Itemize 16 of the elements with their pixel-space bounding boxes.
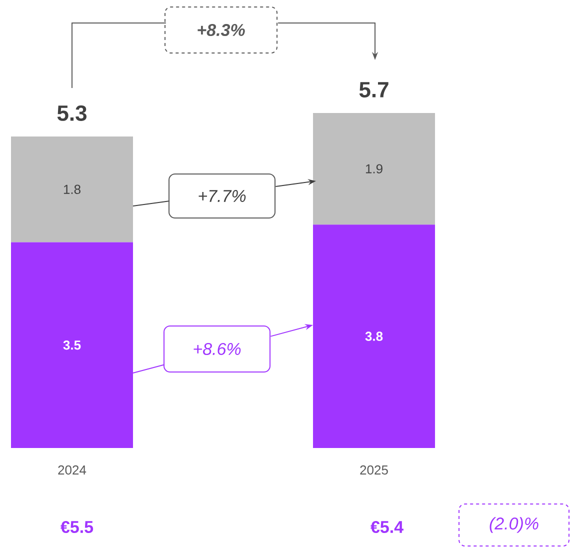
data-label: 1.9 <box>366 164 382 174</box>
data-label: 3.5 <box>63 340 81 350</box>
bar <box>11 136 134 242</box>
text: €5.5 <box>60 520 94 534</box>
data-label: 1.8 <box>64 184 80 194</box>
text: (2.0)% <box>490 517 538 533</box>
bar <box>313 112 436 225</box>
x-tick-label: 2024 <box>58 465 86 475</box>
text: +8.3% <box>198 24 245 36</box>
total-label: 5.3 <box>57 105 87 121</box>
annotation: +8.6% <box>194 342 241 356</box>
text: €5.4 <box>370 520 404 534</box>
data-label: 3.8 <box>365 332 383 341</box>
annotation: +7.7% <box>198 190 246 202</box>
total-label: 5.7 <box>359 82 388 98</box>
x-tick-label: 2025 <box>360 465 388 475</box>
